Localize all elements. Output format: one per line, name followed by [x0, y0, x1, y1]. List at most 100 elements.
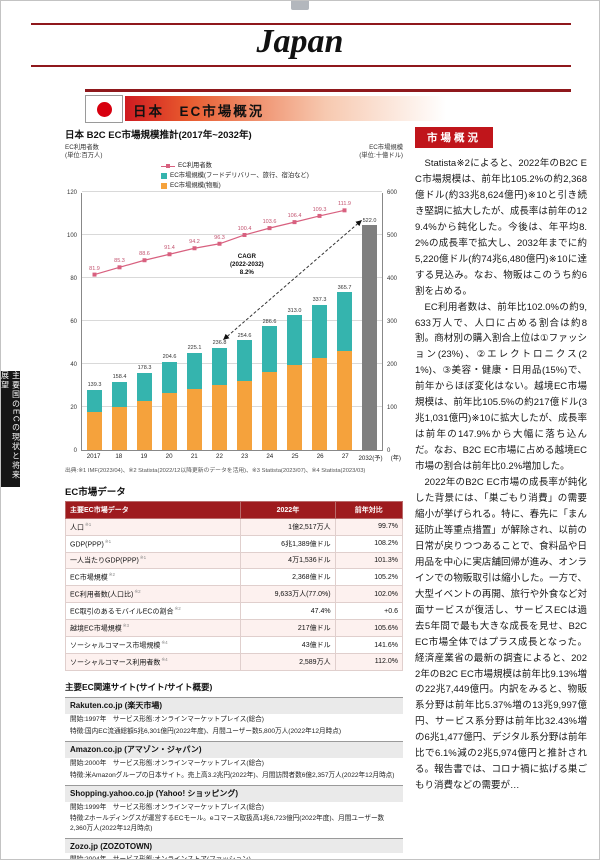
overview-paragraph: 2022年のB2C EC市場の成長率が鈍化した背景には、「巣ごもり消費」の需要縮…	[415, 477, 587, 792]
site-entry: Amazon.co.jp (アマゾン・ジャパン) 開始:2000年 サービス形態:…	[65, 740, 403, 781]
line-swatch-icon	[161, 164, 175, 169]
bar-segment-services	[311, 304, 328, 359]
sites-list: Rakuten.co.jp (楽天市場) 開始:1997年 サービス形態:オンライ…	[65, 696, 403, 859]
site-name: Shopping.yahoo.co.jp (Yahoo! ショッピング)	[65, 784, 403, 802]
right-ticks: 0 100 200 300 400 500 600	[385, 190, 403, 454]
line-value-label: 94.2	[189, 239, 200, 246]
flag-dot-icon	[96, 101, 112, 117]
bar-segment-goods	[286, 364, 303, 450]
bar-segment-goods	[311, 358, 328, 450]
bar-segment-goods	[86, 411, 103, 450]
table-cell: 217億ドル	[240, 619, 336, 638]
chart-block: 日本 B2C EC市場規模推計(2017年~2032年) EC利用者数 (単位:…	[65, 127, 403, 475]
bar-value-label: 158.4	[112, 373, 127, 380]
table-header-row: 主要EC市場データ 2022年 前年対比	[64, 500, 404, 519]
table-cell: ソーシャルコマース利用者数※4	[64, 653, 242, 671]
section-heading: 日本 EC市場概況	[85, 89, 571, 123]
site-name: Amazon.co.jp (アマゾン・ジャパン)	[65, 740, 403, 758]
table-row: ソーシャルコマース利用者数※4 2,589万人 112.0%	[64, 653, 404, 671]
x-axis-tick-label: 24	[266, 452, 274, 460]
header-rule-bottom	[31, 65, 571, 67]
table-cell: EC利用者数(人口比)※2	[64, 585, 242, 604]
bar-segment-goods	[111, 406, 128, 450]
goods-swatch-icon	[161, 182, 167, 189]
line-value-label: 111.9	[338, 201, 351, 207]
right-tick: 0	[387, 447, 391, 454]
chart-plot: 139.3 158.4 178.3 204.6 225.1 236.8 254.6 286.6…	[81, 190, 383, 451]
site-name: Rakuten.co.jp (楽天市場)	[65, 696, 403, 714]
bar-24: 286.6	[257, 193, 282, 450]
site-entry: Zozo.jp (ZOZOTOWN) 開始:2004年 サービス形態:オンラインス…	[65, 838, 403, 859]
x-axis-tick-label: 27	[341, 452, 349, 460]
bar-2017: 139.3	[82, 193, 107, 450]
x-axis-tick-label: 21	[190, 452, 198, 460]
cagr-annotation: CAGR (2022-2032) 8.2%	[230, 253, 264, 278]
line-value-label: 103.6	[262, 218, 277, 225]
bar-segment-services	[136, 372, 153, 402]
site-entry: Shopping.yahoo.co.jp (Yahoo! ショッピング) 開始:1…	[65, 784, 403, 835]
x-axis-tick-label: 19	[140, 452, 148, 460]
bar-segment-goods	[236, 380, 253, 450]
table-cell: 越境EC市場規模※3	[64, 619, 242, 638]
left-axis-label: EC利用者数	[65, 144, 99, 151]
left-tick: 40	[70, 361, 77, 368]
bar-26: 337.3	[307, 193, 332, 450]
bar-segment-goods	[136, 401, 153, 450]
left-tick: 80	[70, 275, 77, 282]
table-cell: 43億ドル	[240, 636, 336, 655]
bar-19: 178.3	[132, 193, 157, 450]
bar-segment-goods	[261, 371, 278, 450]
right-tick: 400	[387, 275, 398, 282]
table-cell: +0.6	[334, 602, 404, 621]
left-tick: 0	[73, 447, 77, 454]
bar-value-label: 236.8	[212, 340, 227, 347]
table-cell: 105.2%	[334, 568, 404, 587]
site-detail-line: 開始:2000年 サービス形態:オンラインマーケットプレイス(総合)	[70, 760, 264, 768]
cagr-line2: (2022-2032)	[230, 260, 264, 268]
x-axis-tick-label: 23	[241, 452, 249, 460]
legend-item-services: EC市場規模(フードデリバリー、旅行、宿泊など)	[161, 171, 403, 181]
chart-title: 日本 B2C EC市場規模推計(2017年~2032年)	[65, 130, 252, 141]
table-cell: 108.2%	[334, 534, 404, 553]
left-tick: 20	[70, 404, 77, 411]
site-detail-line: 開始:1999年 サービス形態:オンラインマーケットプレイス(総合)	[70, 804, 264, 812]
x-axis-tick-label: 18	[115, 452, 123, 460]
table-cell: 1億2,517万人	[240, 517, 336, 536]
table-cell: 99.7%	[334, 517, 404, 536]
overview-paragraph: EC利用者数は、前年比102.0%の約9,633万人で、人口に占める割合は約8割…	[415, 301, 587, 473]
sites-heading: 主要EC関連サイト(サイト/サイト概要)	[65, 681, 213, 692]
bar-21: 225.1	[182, 193, 207, 450]
table-row: EC利用者数(人口比)※2 9,633万人(77.0%) 102.0%	[64, 585, 404, 604]
side-tab-chapter: 主要国のECの現状と将来展望	[1, 371, 21, 487]
overview-column: 市場概況 Statista※2によると、2022年のB2C EC市場規模は、前年…	[415, 127, 587, 794]
line-value-label: 100.4	[237, 225, 252, 232]
bar-segment-goods	[336, 350, 353, 450]
table-cell: 6兆1,389億ドル	[240, 534, 336, 553]
left-tick: 100	[66, 232, 77, 239]
table-cell: 47.4%	[240, 602, 336, 621]
market-data-table: 主要EC市場データ 2022年 前年対比 人口※1 1億2,517万人 99.7% G…	[64, 500, 404, 671]
bar-value-label: 139.3	[87, 382, 102, 389]
site-detail-line: 特徴:Zホールディングスが運営するECモール。eコマース取扱高1兆6,723億円…	[70, 815, 385, 833]
x-axis-unit: (年)	[390, 454, 401, 462]
bar-segment-services	[186, 352, 203, 389]
x-axis-tick-label: 22	[216, 452, 223, 460]
left-tick: 120	[66, 189, 77, 196]
line-value-label: 81.9	[89, 265, 100, 272]
bar-18: 158.4	[107, 193, 132, 450]
section-title: 日本 EC市場概況	[133, 104, 265, 119]
gridline	[82, 190, 382, 192]
table-cell: 105.6%	[334, 619, 404, 638]
line-value-label: 91.4	[164, 245, 175, 252]
right-tick: 100	[387, 404, 398, 411]
chart-plot-area: 0 20 40 60 80 100 120 0 100 200 300 400 500 600 139.…	[65, 189, 403, 454]
legend-item-line: EC利用者数	[161, 161, 403, 171]
bar-segment-services	[111, 381, 128, 407]
col-header-2022: 2022年	[240, 500, 336, 519]
site-name: Zozo.jp (ZOZOTOWN)	[65, 838, 403, 854]
chart-source-note: 出典:※1 IMF(2023/04)、※2 Statista(2022/12以降…	[65, 467, 366, 474]
cagr-line1: CAGR	[237, 252, 256, 260]
bar-22: 236.8	[207, 193, 232, 450]
right-tick: 300	[387, 318, 398, 325]
